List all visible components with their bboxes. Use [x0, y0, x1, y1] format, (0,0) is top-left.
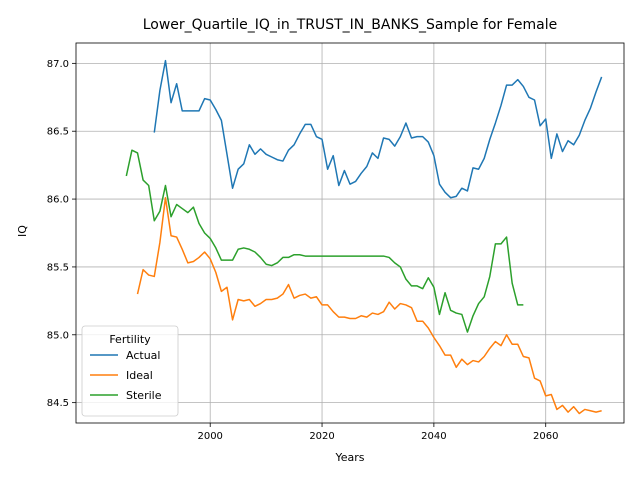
legend-label-sterile: Sterile	[126, 389, 162, 402]
series-line-ideal	[136, 196, 602, 415]
y-tick-label: 86.5	[47, 127, 69, 138]
plot-frame	[75, 42, 625, 424]
x-tick-label: 2040	[421, 431, 446, 442]
y-tick-label: 86.0	[47, 195, 69, 206]
x-axis-label: Years	[334, 451, 364, 464]
x-tick-label: 2060	[533, 431, 558, 442]
legend-label-actual: Actual	[126, 349, 160, 362]
y-tick-label: 87.0	[47, 59, 69, 70]
legend-label-ideal: Ideal	[126, 369, 153, 382]
legend-box	[81, 325, 179, 417]
x-tick-label: 2020	[309, 431, 334, 442]
series-line-actual	[153, 59, 603, 199]
y-tick-label: 85.5	[47, 262, 69, 273]
series-line-sterile	[125, 149, 524, 333]
ticks: 2000 2020 2040 2060 84.5 85.0 85.5 86.0 86.5 87.0	[47, 59, 559, 442]
y-tick-label: 84.5	[47, 398, 69, 409]
x-tick-label: 2000	[197, 431, 222, 442]
y-tick-label: 85.0	[47, 330, 69, 341]
series-layer	[125, 59, 603, 415]
y-axis-label: IQ	[16, 225, 29, 237]
chart-title: Lower_Quartile_IQ_in_TRUST_IN_BANKS_Samp…	[143, 17, 558, 33]
legend-title: Fertility	[109, 333, 151, 346]
legend: Fertility Actual Ideal Sterile	[81, 325, 179, 417]
